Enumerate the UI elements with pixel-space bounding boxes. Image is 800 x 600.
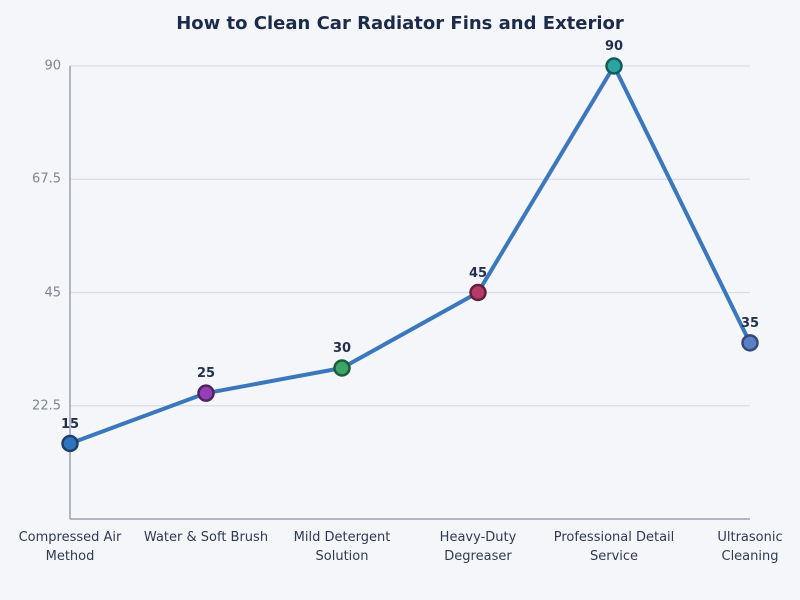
x-category-label: Water & Soft Brush [143,530,269,545]
trend-line [68,64,752,446]
data-point [197,384,215,402]
y-tick-label: 45 [44,285,61,300]
data-point [333,359,351,377]
plot-canvas [61,57,759,520]
value-label: 35 [740,315,760,331]
data-point [61,434,79,453]
data-point [741,334,759,352]
data-point [605,57,623,75]
y-tick-label: 90 [44,58,61,74]
x-category-label: Compressed Air Method [18,530,122,564]
value-label: 15 [60,416,80,432]
value-label: 30 [332,341,352,356]
plot-area: 22.5 45 67.5 90 15 Compressed Air Method 25 Wat… [19,39,783,564]
value-label: 25 [196,366,216,382]
value-label: 90 [604,39,624,54]
y-tick-label: 67.5 [32,171,61,187]
data-point [469,283,487,302]
x-category-label: Heavy-Duty Degreaser [439,530,517,564]
x-category-label: Ultrasonic Cleaning [717,530,783,564]
x-category-label: Professional Detail Service [553,530,675,564]
y-tick-label: 22.5 [32,398,61,414]
x-category-label: Mild Detergent Solution [293,530,391,564]
chart-title: How to Clean Car Radiator Fins and Exter… [176,13,624,34]
value-label: 45 [468,265,488,281]
